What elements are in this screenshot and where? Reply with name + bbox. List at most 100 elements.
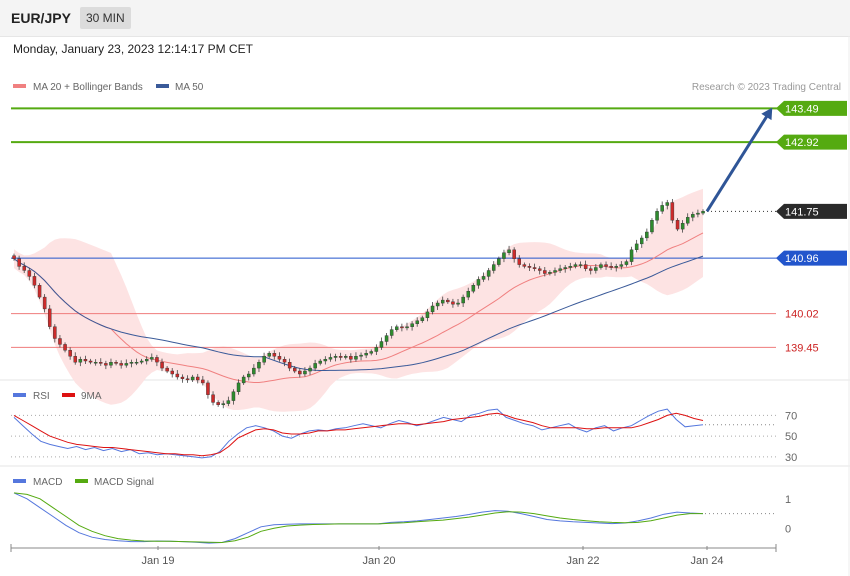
x-tick-label: Jan 19 bbox=[141, 555, 174, 567]
bollinger-band-area bbox=[14, 188, 703, 412]
candle bbox=[32, 272, 37, 289]
candle bbox=[267, 351, 272, 359]
candle bbox=[655, 208, 659, 224]
candle bbox=[58, 335, 62, 348]
candle bbox=[527, 263, 532, 272]
candle bbox=[634, 239, 639, 253]
candle bbox=[558, 264, 562, 274]
candle bbox=[405, 322, 409, 331]
legend-swatch-rsi-ma bbox=[62, 393, 75, 397]
candle bbox=[532, 263, 537, 272]
candle bbox=[538, 266, 542, 275]
arrow-head bbox=[761, 107, 773, 121]
candle bbox=[303, 367, 307, 377]
rsi-grid: 70 50 30 bbox=[11, 410, 797, 464]
candle bbox=[369, 349, 374, 356]
level-label: 142.92 bbox=[785, 137, 819, 149]
macd-grid: 10 bbox=[785, 494, 791, 535]
candle bbox=[211, 391, 215, 406]
candle bbox=[150, 353, 154, 362]
ma50-line bbox=[13, 255, 704, 371]
candle bbox=[548, 270, 552, 276]
legend-ma20: MA 20 + Bollinger Bands bbox=[33, 82, 143, 93]
candle bbox=[88, 358, 93, 365]
level-tag-last bbox=[776, 203, 847, 219]
candle bbox=[98, 358, 103, 366]
candle bbox=[512, 247, 516, 263]
candle bbox=[114, 360, 118, 366]
legend-swatch-ma50 bbox=[156, 84, 169, 88]
candle bbox=[451, 298, 455, 308]
candle bbox=[691, 211, 695, 222]
symbol-label: EUR/JPY bbox=[11, 10, 71, 26]
legend-swatch-macd-signal bbox=[75, 479, 88, 483]
candle bbox=[517, 255, 522, 268]
level-tag-pivot bbox=[776, 250, 847, 266]
candle bbox=[298, 368, 302, 378]
candle bbox=[48, 304, 52, 330]
candle bbox=[660, 201, 664, 214]
candle bbox=[415, 317, 420, 327]
rsi-tick-label: 70 bbox=[785, 410, 797, 422]
candle bbox=[190, 374, 195, 382]
rsi-line bbox=[13, 408, 704, 459]
x-tick-label: Jan 20 bbox=[362, 555, 395, 567]
macd-panel: MACD MACD Signal 10 bbox=[13, 477, 791, 544]
candle bbox=[313, 359, 317, 372]
price-level-tags: 143.49 142.92 141.75 140.96 140.02 139.45 bbox=[776, 100, 847, 354]
candle bbox=[686, 213, 690, 226]
candle bbox=[17, 255, 21, 270]
candle bbox=[640, 235, 644, 248]
candle bbox=[231, 389, 236, 405]
candle bbox=[589, 266, 593, 275]
projection-arrow bbox=[705, 107, 773, 213]
candle bbox=[160, 358, 164, 372]
candle bbox=[53, 324, 57, 343]
legend-rsi-ma: 9MA bbox=[81, 391, 102, 402]
candle bbox=[594, 264, 598, 274]
candlesticks bbox=[12, 198, 705, 409]
price-legend: MA 20 + Bollinger Bands MA 50 Research ©… bbox=[13, 82, 841, 93]
candle bbox=[236, 379, 241, 395]
candle bbox=[195, 373, 200, 384]
candle bbox=[359, 352, 363, 361]
candle bbox=[338, 352, 343, 361]
candle bbox=[466, 287, 471, 301]
chart-header: EUR/JPY 30 MIN bbox=[0, 0, 850, 37]
x-axis: Jan 19 Jan 20 Jan 22 Jan 24 bbox=[10, 544, 777, 567]
candle bbox=[389, 326, 394, 339]
candle bbox=[129, 359, 134, 368]
candle bbox=[680, 220, 685, 233]
candle bbox=[497, 256, 501, 267]
candle bbox=[609, 262, 613, 271]
candle bbox=[252, 364, 256, 377]
candle bbox=[395, 324, 399, 332]
candle bbox=[624, 259, 629, 267]
candle bbox=[650, 218, 654, 235]
candle bbox=[78, 356, 83, 367]
candle bbox=[323, 356, 328, 365]
candle bbox=[614, 263, 619, 272]
candle bbox=[37, 283, 42, 300]
candle bbox=[619, 261, 624, 270]
x-tick-label: Jan 24 bbox=[690, 555, 723, 567]
candle bbox=[124, 359, 129, 368]
macd-signal-line bbox=[13, 492, 703, 544]
candle bbox=[502, 249, 506, 263]
candle bbox=[68, 347, 72, 360]
candle bbox=[22, 262, 27, 274]
candle bbox=[282, 356, 287, 367]
candle bbox=[83, 355, 88, 365]
candle bbox=[308, 365, 312, 376]
candle bbox=[604, 261, 608, 270]
macd-lines bbox=[13, 492, 776, 544]
interval-button[interactable]: 30 MIN bbox=[80, 7, 131, 29]
candle bbox=[287, 358, 292, 372]
legend-swatch-ma20 bbox=[13, 84, 26, 88]
candle bbox=[201, 375, 205, 386]
candle bbox=[420, 315, 425, 323]
candle bbox=[461, 294, 465, 307]
candle bbox=[180, 374, 185, 383]
level-label: 140.96 bbox=[785, 253, 819, 265]
candle bbox=[318, 358, 323, 366]
